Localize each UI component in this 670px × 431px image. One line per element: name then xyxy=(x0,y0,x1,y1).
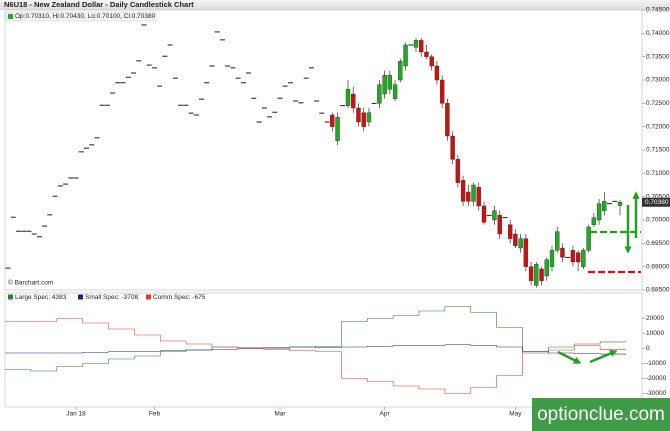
candle-body xyxy=(413,40,419,48)
candle-body xyxy=(424,51,429,57)
candle-body xyxy=(377,84,382,104)
y2-tick-label: -30000 xyxy=(646,390,667,397)
y2-tick-label: 0 xyxy=(646,345,650,352)
ohlc-legend-swatch xyxy=(8,14,13,19)
x-tick-label: Jan 18 xyxy=(66,411,86,418)
candle-body xyxy=(560,247,565,258)
ohlc-legend: Op:0.70310, Hi:0.70430, Lo:0.70100, Cl:0… xyxy=(15,13,156,20)
y2-tick-label: 20000 xyxy=(646,315,664,322)
legend-swatch xyxy=(146,294,151,300)
candle-body xyxy=(581,250,586,267)
candle-body xyxy=(366,112,372,123)
legend-label: Comm Spec: -675 xyxy=(153,294,206,301)
candle-body xyxy=(528,266,534,281)
candle-body xyxy=(575,252,581,263)
y-tick-label: 0.68500 xyxy=(646,287,670,294)
candle-body xyxy=(466,191,471,202)
annotation-arrow xyxy=(589,349,618,364)
candle-body xyxy=(455,159,461,183)
y2-tick-label: -20000 xyxy=(646,375,667,382)
candle-body xyxy=(356,107,361,123)
candle-body xyxy=(555,231,560,251)
candle-body xyxy=(602,201,607,211)
last-price-box xyxy=(642,197,670,207)
legend-label: Large Spec: 4383 xyxy=(15,294,67,301)
x-tick-label: Feb xyxy=(149,411,161,418)
ohlc-legend-box xyxy=(5,11,157,22)
candle-body xyxy=(361,112,366,127)
candle-body xyxy=(523,238,529,267)
candle-body xyxy=(434,65,440,81)
watermark: optionclue.com xyxy=(537,404,665,425)
cot-panel xyxy=(4,292,643,408)
candle-body xyxy=(450,135,455,160)
candle-body xyxy=(539,268,544,281)
candle-body xyxy=(481,205,487,223)
y2-tick-label: 10000 xyxy=(646,330,664,337)
candle-body xyxy=(429,56,434,67)
candle-body xyxy=(549,250,555,267)
candle-body xyxy=(492,210,497,221)
candle-body xyxy=(392,84,398,99)
y-tick-label: 0.71000 xyxy=(646,170,670,177)
candle-body xyxy=(330,114,335,127)
candle-body xyxy=(445,103,450,137)
legend-swatch xyxy=(78,294,83,300)
candle-body xyxy=(570,250,576,263)
candle-body xyxy=(398,61,403,81)
candle-body xyxy=(596,203,602,221)
y-tick-label: 0.72500 xyxy=(646,100,670,107)
candle-body xyxy=(534,264,539,286)
legend-swatch xyxy=(8,294,13,300)
candle-body xyxy=(617,202,623,206)
candle-body xyxy=(497,215,502,235)
candle-body xyxy=(476,187,481,207)
y-tick-label: 0.74500 xyxy=(646,7,670,14)
chart-title: N6U18 - New Zealand Dollar - Daily Candl… xyxy=(4,0,194,9)
candle-body xyxy=(403,44,408,67)
candle-body xyxy=(460,180,466,202)
watermark-box xyxy=(532,398,670,431)
candle-body xyxy=(471,184,476,202)
y-tick-label: 0.73000 xyxy=(646,77,670,84)
candle-body xyxy=(544,259,549,277)
last-price-label: 0.70380 xyxy=(645,199,669,206)
y-tick-label: 0.69500 xyxy=(646,240,670,247)
y-tick-label: 0.72000 xyxy=(646,123,670,130)
y-tick-label: 0.71500 xyxy=(646,147,670,154)
candle-body xyxy=(439,79,445,104)
candle-body xyxy=(507,224,513,239)
candle-body xyxy=(335,117,340,141)
candle-body xyxy=(351,93,356,109)
title-bar xyxy=(0,0,670,10)
candle-body xyxy=(591,217,597,225)
candle-body xyxy=(419,40,424,53)
candle-body xyxy=(518,238,523,249)
price-panel xyxy=(4,9,643,291)
annotation-arrow xyxy=(557,350,582,364)
y-tick-label: 0.74000 xyxy=(646,30,670,37)
x-tick-label: Mar xyxy=(274,411,286,418)
y2-tick-label: -10000 xyxy=(646,360,667,367)
y-tick-label: 0.69000 xyxy=(646,263,670,270)
x-tick-label: Apr xyxy=(380,411,391,418)
y-tick-label: 0.70000 xyxy=(646,217,670,224)
candle-body xyxy=(586,226,591,251)
candle-body xyxy=(345,89,351,106)
y-tick-label: 0.73500 xyxy=(646,53,670,60)
x-tick-label: May xyxy=(509,411,522,418)
candle-body xyxy=(387,75,393,90)
credit: © Barchart.com xyxy=(8,279,53,287)
candle-body xyxy=(513,233,518,246)
candle-body xyxy=(382,75,387,95)
plot-layer: 0.74500 0.74000 0.73500 0.73000 0.72500 0.720… xyxy=(5,7,670,418)
y-tick-label: 0.70500 xyxy=(646,193,670,200)
legend-label: Small Spec: -3708 xyxy=(85,294,138,301)
